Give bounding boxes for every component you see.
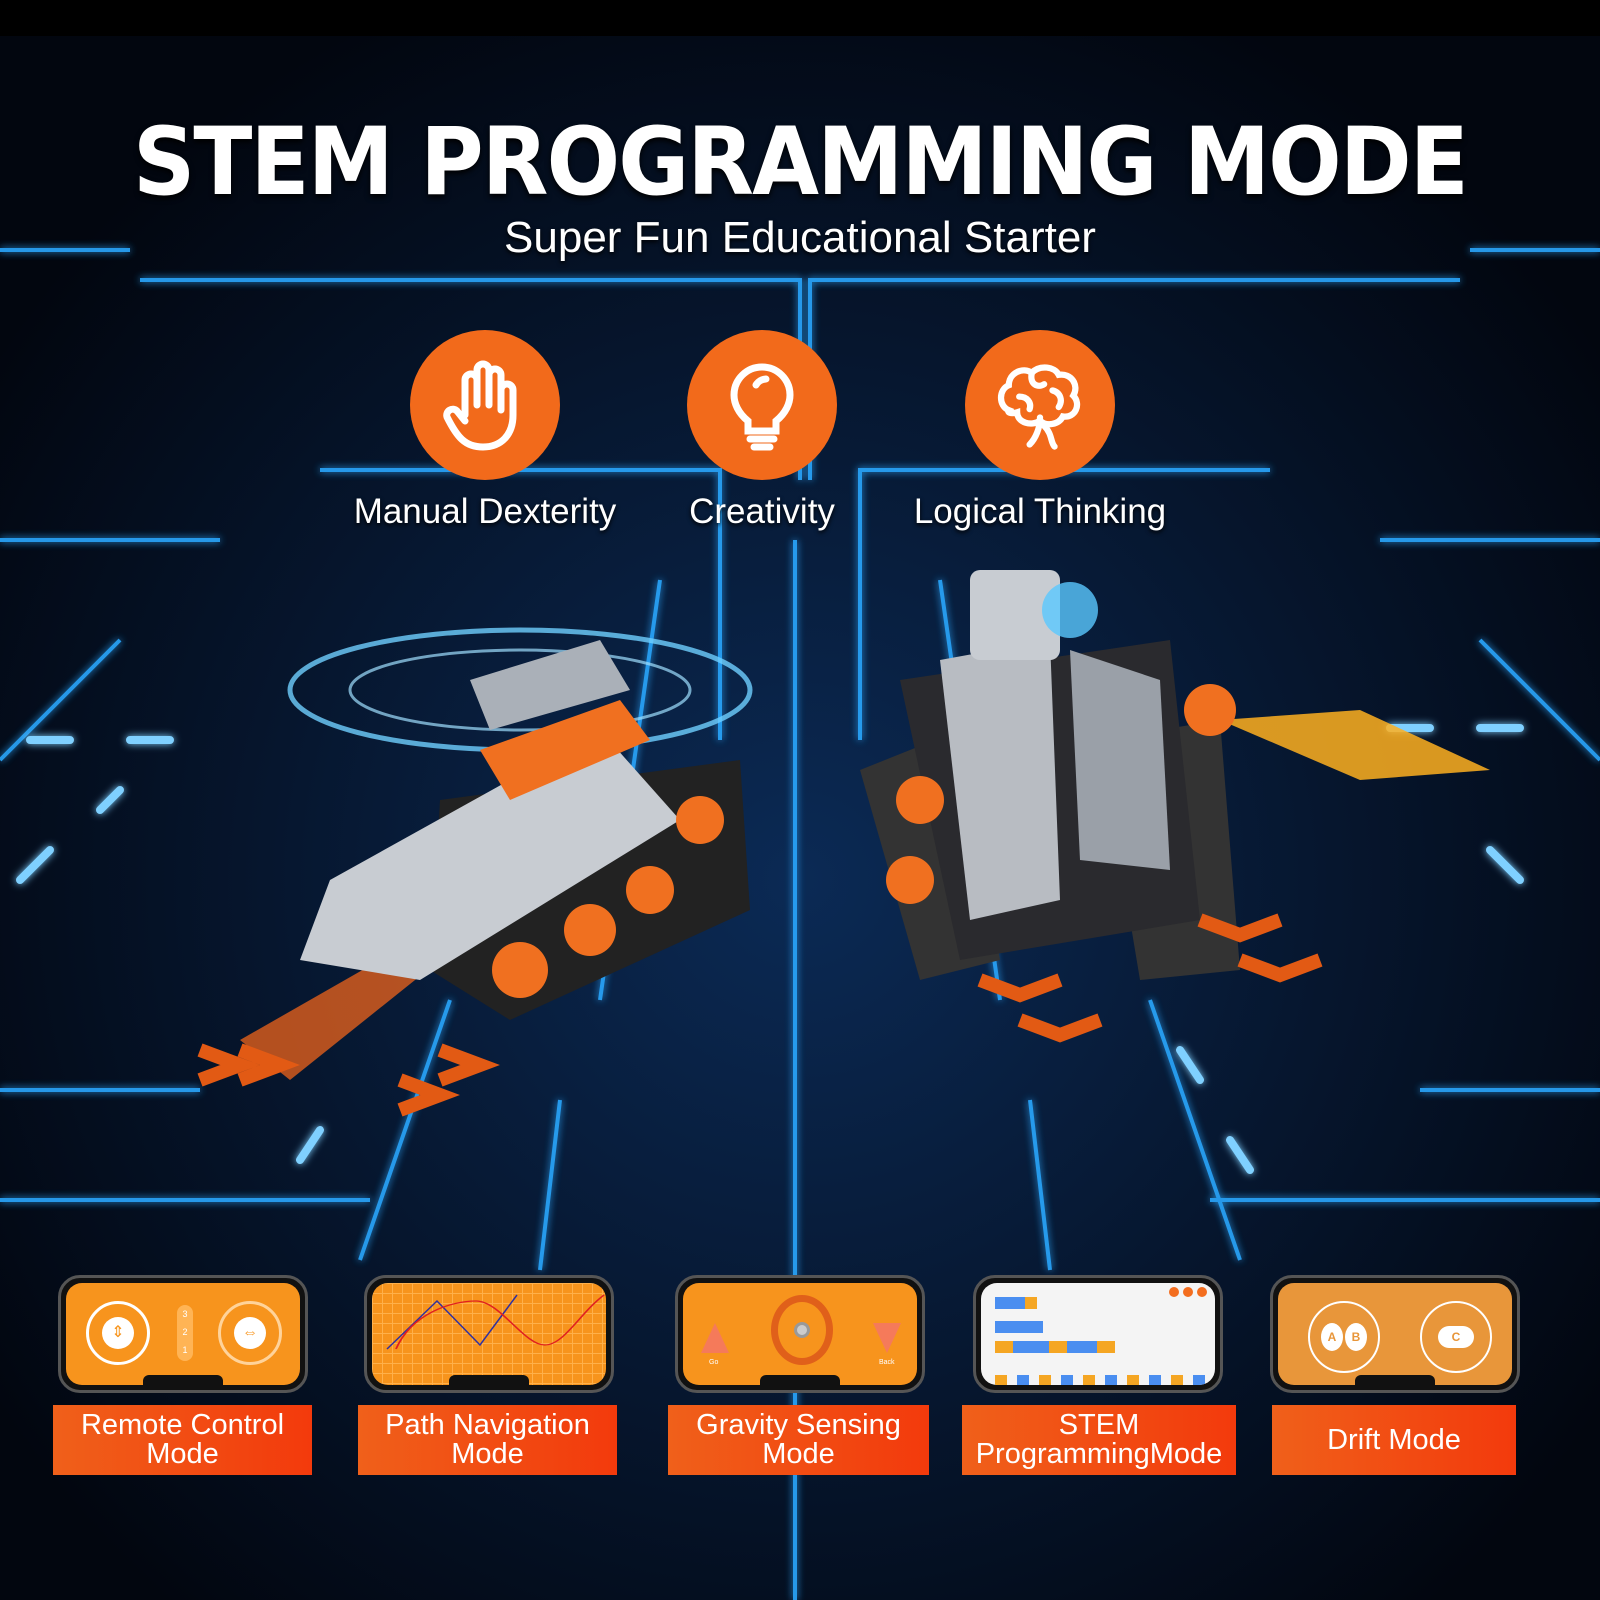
button-c[interactable]: C: [1438, 1326, 1474, 1348]
feature-label: Logical Thinking: [913, 492, 1167, 531]
left-right-joystick[interactable]: ⇔: [218, 1301, 282, 1365]
button-b[interactable]: B: [1345, 1323, 1367, 1351]
up-down-joystick[interactable]: ⇕: [86, 1301, 150, 1365]
mech-robot-image: [860, 570, 1490, 1043]
lightbulb-icon: [687, 330, 837, 480]
go-label: Go: [709, 1359, 719, 1366]
gear-1[interactable]: 1: [182, 1345, 188, 1355]
gear-3[interactable]: 3: [182, 1309, 188, 1319]
mode-label-stem-programming: STEM ProgrammingMode: [962, 1405, 1236, 1475]
feature-label: Creativity: [689, 492, 835, 531]
steering-wheel-icon[interactable]: [771, 1295, 833, 1365]
left-right-arrows-icon: ⇔: [234, 1317, 266, 1349]
phone-stem-programming: [973, 1275, 1223, 1393]
gear-selector[interactable]: 3 2 1: [177, 1305, 193, 1361]
button-a[interactable]: A: [1321, 1323, 1343, 1351]
phone-remote-control: ⇕ 3 2 1 ⇔: [58, 1275, 308, 1393]
mode-label-drift: Drift Mode: [1272, 1405, 1516, 1475]
brain-icon: [965, 330, 1115, 480]
tank-robot-image: [197, 627, 753, 1117]
feature-manual-dexterity: Manual Dexterity: [335, 330, 635, 532]
feature-logical-thinking: Logical Thinking: [890, 330, 1190, 532]
mode-label-gravity-sensing: Gravity Sensing Mode: [668, 1405, 929, 1475]
programming-screen[interactable]: [981, 1283, 1215, 1385]
page-title: STEM PROGRAMMING MODE: [132, 108, 1469, 217]
back-button[interactable]: [873, 1323, 901, 1353]
gravity-sensing-screen: Go Back: [683, 1283, 917, 1385]
go-button[interactable]: [701, 1323, 729, 1353]
c-joystick[interactable]: C: [1420, 1301, 1492, 1373]
remote-control-screen: ⇕ 3 2 1 ⇔: [66, 1283, 300, 1385]
feature-creativity: Creativity: [612, 330, 912, 532]
mode-label-path-navigation: Path Navigation Mode: [358, 1405, 617, 1475]
phone-path-navigation: [364, 1275, 614, 1393]
mode-label-remote-control: Remote Control Mode: [53, 1405, 312, 1475]
phone-gravity-sensing: Go Back: [675, 1275, 925, 1393]
gear-2[interactable]: 2: [182, 1327, 188, 1337]
path-lines: [386, 1294, 605, 1350]
hand-icon: [410, 330, 560, 480]
feature-label: Manual Dexterity: [353, 492, 617, 531]
page-subtitle: Super Fun Educational Starter: [504, 213, 1096, 262]
path-navigation-screen[interactable]: [372, 1283, 606, 1385]
up-down-arrows-icon: ⇕: [102, 1317, 134, 1349]
back-label: Back: [879, 1359, 895, 1366]
